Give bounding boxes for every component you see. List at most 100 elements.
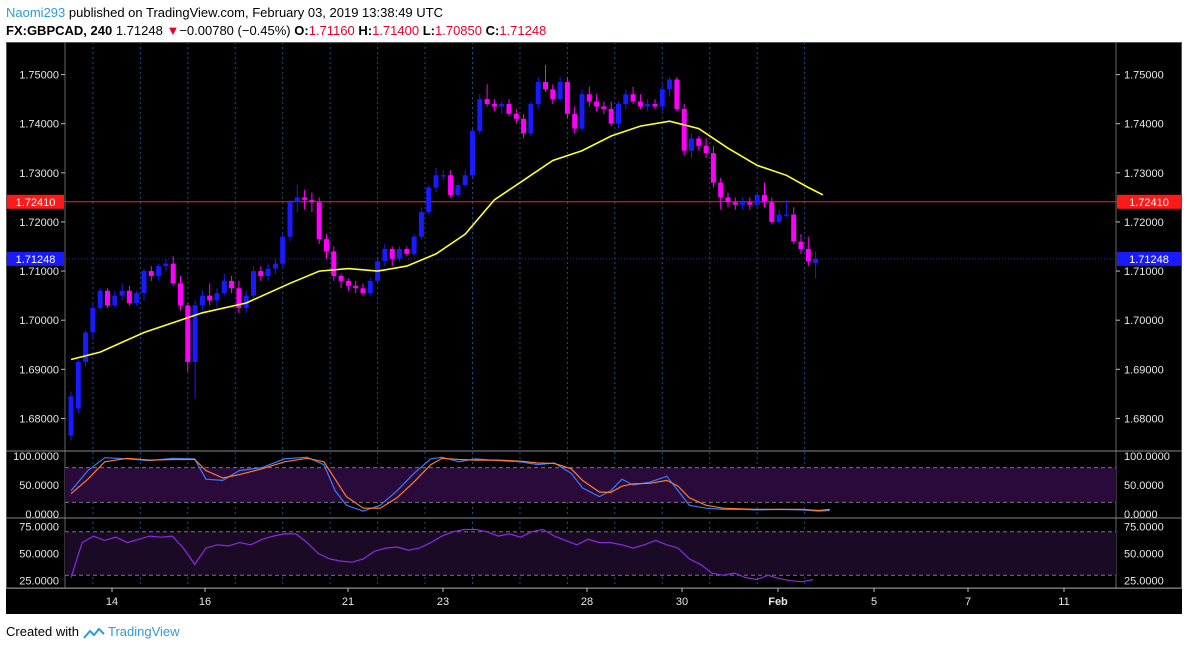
last-price-label: 1.71248 [1129, 254, 1169, 266]
candle-body [214, 293, 220, 301]
candle-body [105, 290, 110, 306]
rsi-band [65, 531, 1116, 576]
candle [221, 273, 227, 296]
candle [75, 359, 81, 414]
stochastic-band [65, 467, 1116, 503]
candle [105, 288, 110, 308]
tick-label: 0.0000 [1124, 509, 1158, 521]
rsi-pane: 75.0000 75.0000 50.0000 50.0000 25.0000 25.00… [19, 521, 1164, 587]
candle-body [426, 187, 432, 213]
candle [601, 101, 607, 114]
candle-body [448, 175, 454, 195]
candle [316, 197, 322, 245]
candle-body [586, 94, 592, 102]
candle [718, 177, 724, 210]
tick-label: 0.0000 [25, 509, 59, 521]
candle [623, 89, 629, 109]
candle-body [265, 268, 271, 276]
last-price-tag [1117, 251, 1181, 266]
candle [594, 94, 600, 112]
candle-body [156, 266, 162, 276]
tick-label: 100.0000 [13, 451, 59, 463]
last-price-tag [7, 251, 64, 266]
candle [747, 197, 753, 210]
candle [455, 182, 461, 198]
candle-body [68, 396, 74, 436]
candle [805, 236, 811, 267]
candle-body [207, 295, 213, 301]
ohlc-legend: FX:GBPCAD, 240 1.71248 ▼−0.00780 (−0.45%… [6, 22, 546, 39]
candle-body [798, 241, 804, 249]
candle-body [506, 104, 512, 114]
candle-body [243, 295, 249, 308]
candle [236, 280, 242, 313]
candle-body [550, 89, 556, 100]
candle-body [557, 81, 563, 100]
candle-body [126, 290, 132, 303]
tick-label: 14 [106, 596, 118, 608]
candle-body [754, 194, 760, 205]
candle-body [221, 280, 227, 294]
candle [762, 182, 767, 208]
chart-canvas[interactable]: 1.75000 1.75000 1.74000 1.74000 1.73000 1.730… [6, 42, 1182, 614]
candle-body [659, 89, 665, 107]
candle [674, 77, 680, 112]
candle [440, 170, 446, 181]
candle-body [345, 280, 351, 286]
rsi-line [70, 528, 814, 583]
candle-body [148, 271, 154, 276]
tick-label: 50.0000 [19, 480, 59, 492]
candle-body [740, 202, 746, 205]
publish-info: published on TradingView.com, February 0… [68, 5, 443, 20]
candle-body [484, 99, 490, 105]
candle [258, 266, 264, 281]
tick-label: 1.70000 [19, 315, 59, 327]
candle [513, 108, 519, 124]
tick-label: 25.0000 [1124, 576, 1164, 588]
candle-body [418, 212, 424, 237]
candle [367, 278, 373, 296]
candle [324, 234, 329, 259]
author-link[interactable]: Naomi293 [6, 5, 66, 20]
candle [776, 209, 782, 225]
candle [156, 263, 162, 281]
candle [783, 199, 789, 218]
candle-body [229, 280, 235, 289]
candle [535, 77, 541, 109]
candle [141, 268, 147, 301]
candle-body [805, 248, 811, 262]
candle-body [696, 138, 702, 146]
candle [470, 128, 475, 178]
candle [732, 197, 738, 210]
candle [338, 273, 344, 289]
candle-body [324, 239, 329, 252]
candle [294, 185, 300, 213]
candle [345, 278, 351, 291]
candle [696, 135, 702, 151]
candle [543, 64, 548, 92]
tick-label: 1.71000 [19, 266, 59, 278]
open-label: O: [294, 23, 309, 38]
candle [272, 258, 278, 274]
candle-body [681, 108, 687, 151]
tradingview-brand-link[interactable]: TradingView [108, 624, 180, 639]
tick-label: 21 [342, 596, 354, 608]
candle-body [367, 280, 373, 294]
candle-body [360, 288, 366, 294]
candle [199, 290, 205, 311]
candle [477, 94, 483, 134]
candle-body [572, 113, 578, 129]
candle-body [75, 361, 81, 409]
candle [528, 101, 534, 136]
candle [178, 275, 183, 311]
candle-body [623, 94, 629, 105]
chart-background [6, 42, 1182, 614]
candles [68, 64, 819, 441]
candle-body [309, 199, 315, 203]
tick-label: 1.72000 [1124, 217, 1164, 229]
candle [418, 207, 424, 240]
level-label: 1.72410 [16, 197, 56, 209]
tick-label: Feb [768, 596, 788, 608]
candle-body [703, 145, 709, 154]
tick-label: 16 [199, 596, 211, 608]
